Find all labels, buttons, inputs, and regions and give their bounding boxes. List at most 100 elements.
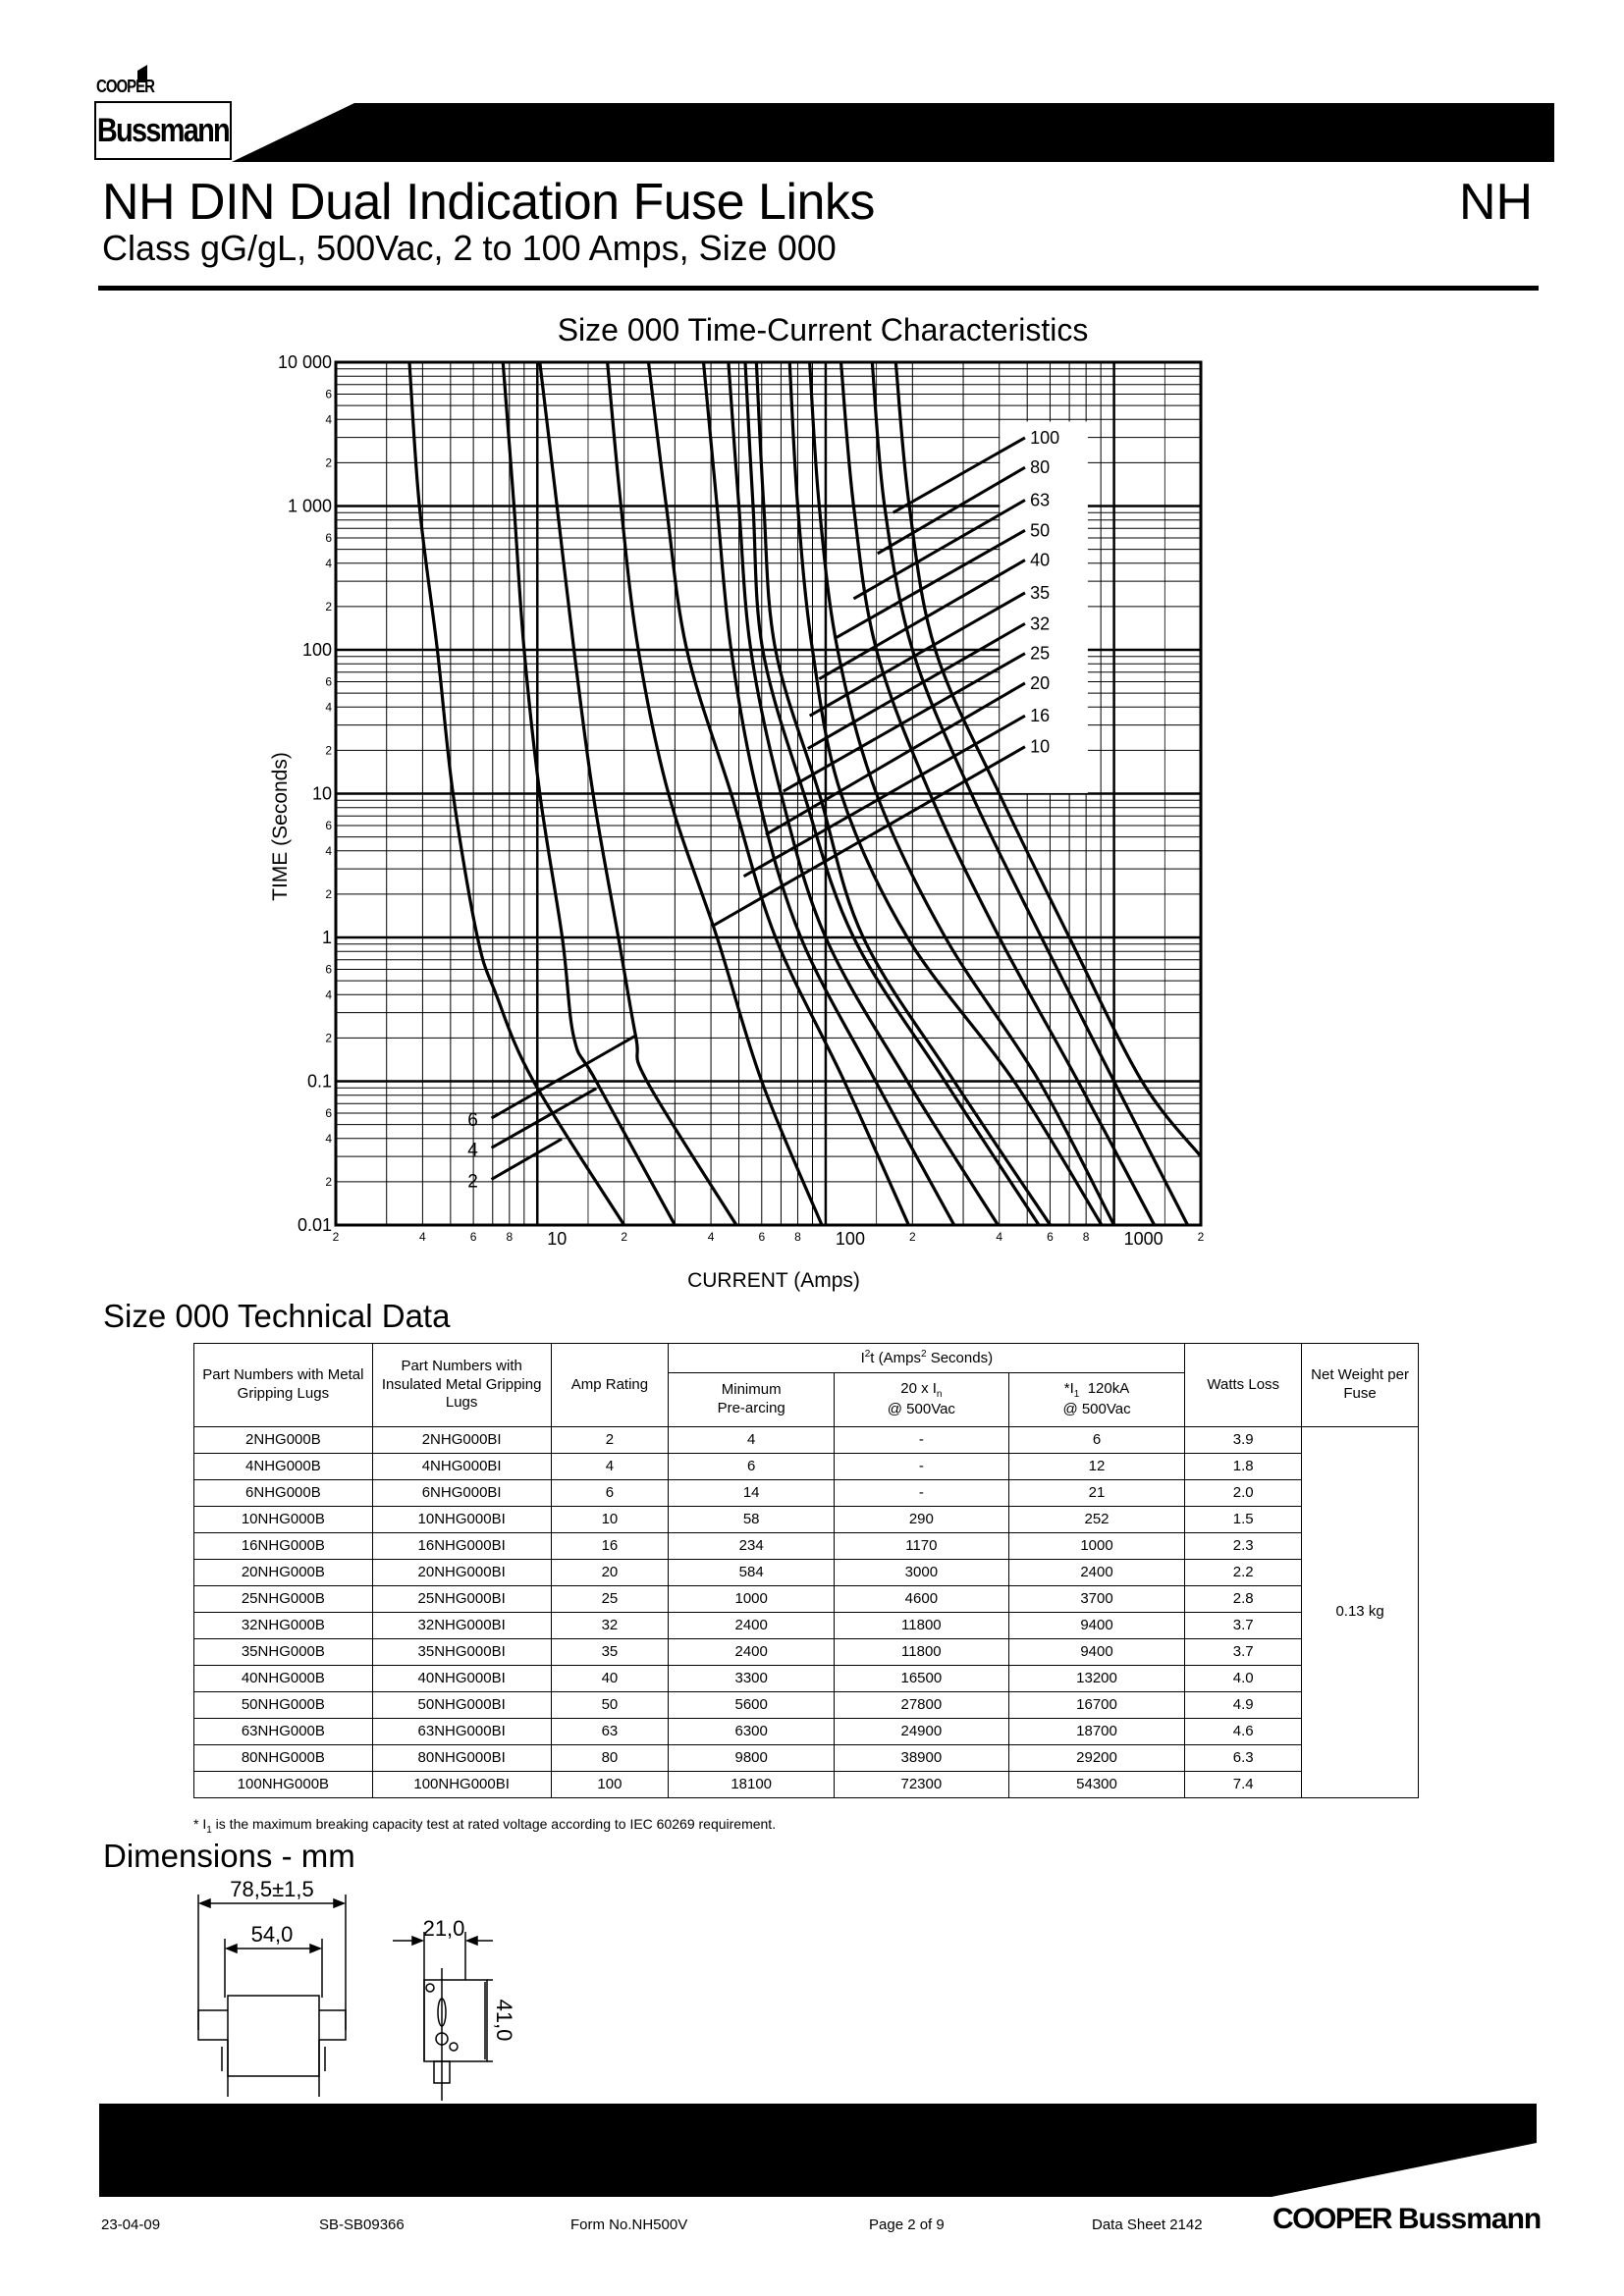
- table-row: 50NHG000B 50NHG000BI 50 5600 27800 16700 4.9: [193, 1691, 1419, 1719]
- cell-part-metal: 16NHG000B: [193, 1532, 373, 1560]
- footer-page: Page 2 of 9: [869, 2216, 945, 2233]
- cell-i2t-20xin: 11800: [834, 1638, 1009, 1666]
- footer-banner: [99, 2104, 1537, 2197]
- fuse-curve-4a: [501, 362, 677, 1225]
- x-tick-label: 1000: [1124, 1229, 1164, 1249]
- y-tick-label: 2: [325, 455, 332, 469]
- fuse-curve-25a: [727, 362, 1000, 1225]
- cell-amp-rating: 6: [550, 1479, 670, 1507]
- cell-watts-loss: 2.2: [1184, 1559, 1303, 1586]
- cell-i2t-i1: 1000: [1007, 1532, 1186, 1560]
- cell-part-metal: 35NHG000B: [193, 1638, 373, 1666]
- cell-part-insulated: 50NHG000BI: [371, 1691, 552, 1719]
- cell-part-insulated: 20NHG000BI: [371, 1559, 552, 1586]
- cell-i2t-20xin: 27800: [834, 1691, 1009, 1719]
- fuse-curve-10a: [606, 362, 824, 1225]
- fuse-curve-20a: [701, 362, 956, 1225]
- x-tick-label: 4: [996, 1230, 1002, 1244]
- cell-part-insulated: 100NHG000BI: [371, 1771, 552, 1798]
- fuse-curve-100a: [893, 362, 1201, 1158]
- bussmann-logo: Bussmann: [94, 101, 232, 160]
- cell-i2t-i1: 21: [1007, 1479, 1186, 1507]
- cell-min-prearcing: 3300: [668, 1665, 836, 1692]
- footer-datasheet: Data Sheet 2142: [1092, 2216, 1203, 2233]
- cell-min-prearcing: 14: [668, 1479, 836, 1507]
- y-tick-label: 100: [302, 640, 332, 660]
- cell-part-metal: 2NHG000B: [193, 1426, 373, 1454]
- cell-i2t-i1: 252: [1007, 1506, 1186, 1533]
- footer-date: 23-04-09: [101, 2216, 161, 2233]
- header-amp-rating: Amp Rating: [550, 1343, 670, 1427]
- curve-leader-35a: [808, 591, 1026, 718]
- y-tick-label: 4: [325, 988, 332, 1001]
- cell-part-metal: 10NHG000B: [193, 1506, 373, 1533]
- x-tick-label: 6: [758, 1230, 765, 1244]
- x-tick-label: 8: [794, 1230, 801, 1244]
- header-i2t: I2t (Amps2 Seconds): [668, 1343, 1186, 1373]
- x-tick-label: 4: [419, 1230, 426, 1244]
- y-tick-label: 4: [325, 844, 332, 858]
- cell-part-insulated: 32NHG000BI: [371, 1612, 552, 1639]
- table-row: 16NHG000B 16NHG000BI 16 234 1170 1000 2.3: [193, 1532, 1419, 1560]
- cell-part-insulated: 6NHG000BI: [371, 1479, 552, 1507]
- table-row: 35NHG000B 35NHG000BI 35 2400 11800 9400 3.7: [193, 1638, 1419, 1666]
- footer-ref: SB-SB09366: [319, 2216, 405, 2233]
- cell-amp-rating: 16: [550, 1532, 670, 1560]
- curve-label-6a: 6: [467, 1110, 478, 1131]
- cell-watts-loss: 2.3: [1184, 1532, 1303, 1560]
- cell-i2t-i1: 3700: [1007, 1585, 1186, 1613]
- curve-label-25a: 25: [1030, 644, 1050, 664]
- cell-amp-rating: 20: [550, 1559, 670, 1586]
- cell-min-prearcing: 6300: [668, 1718, 836, 1745]
- cell-i2t-20xin: 24900: [834, 1718, 1009, 1745]
- table-row: 2NHG000B 2NHG000BI 2 4-6 3.9 0.13 kg: [193, 1426, 1419, 1798]
- page-subtitle: Class gG/gL, 500Vac, 2 to 100 Amps, Size…: [102, 228, 837, 268]
- cell-i2t-20xin: 1170: [834, 1532, 1009, 1560]
- x-tick-label: 8: [1083, 1230, 1090, 1244]
- cell-part-metal: 63NHG000B: [193, 1718, 373, 1745]
- cell-part-insulated: 35NHG000BI: [371, 1638, 552, 1666]
- cell-i2t-20xin: 3000: [834, 1559, 1009, 1586]
- cell-watts-loss: 1.8: [1184, 1453, 1303, 1480]
- fuse-curve-80a: [870, 362, 1189, 1225]
- cell-i2t-20xin: 72300: [834, 1771, 1009, 1798]
- curve-label-2a: 2: [467, 1171, 478, 1192]
- plot-frame: [334, 360, 1203, 1227]
- cell-min-prearcing: 4: [668, 1426, 836, 1454]
- curve-label-area: [1000, 421, 1088, 793]
- curve-label-100a: 100: [1030, 428, 1059, 448]
- table-row: 25NHG000B 25NHG000BI 25 1000 4600 3700 2.8: [193, 1585, 1419, 1613]
- curve-leader-50a: [836, 529, 1026, 639]
- cell-amp-rating: 63: [550, 1718, 670, 1745]
- cell-min-prearcing: 5600: [668, 1691, 836, 1719]
- fuse-curve-35a: [754, 362, 1052, 1225]
- cell-min-prearcing: 584: [668, 1559, 836, 1586]
- cell-amp-rating: 100: [550, 1771, 670, 1798]
- page-title: NH DIN Dual Indication Fuse Links: [102, 174, 875, 231]
- header-min-prearcing: Minimum Pre-arcing: [668, 1372, 836, 1427]
- curve-label-50a: 50: [1030, 520, 1050, 540]
- y-tick-label: 2: [325, 887, 332, 901]
- y-tick-label: 6: [325, 388, 332, 401]
- cell-i2t-i1: 54300: [1007, 1771, 1186, 1798]
- dimension-drawing: 78,5±1,5 54,0 21,0 41,0: [197, 1877, 516, 2101]
- cell-i2t-20xin: 290: [834, 1506, 1009, 1533]
- header-divider: [98, 286, 1539, 291]
- x-tick-label: 2: [333, 1230, 340, 1244]
- cell-i2t-20xin: 11800: [834, 1612, 1009, 1639]
- dim-body-length: 54,0: [251, 1922, 294, 1947]
- cell-i2t-20xin: -: [834, 1479, 1009, 1507]
- curve-label-40a: 40: [1030, 551, 1050, 570]
- cell-part-insulated: 10NHG000BI: [371, 1506, 552, 1533]
- cell-part-insulated: 40NHG000BI: [371, 1665, 552, 1692]
- fuse-curve-50a: [808, 362, 1116, 1225]
- x-tick-label: 2: [1198, 1230, 1205, 1244]
- cell-amp-rating: 4: [550, 1453, 670, 1480]
- table-row: 4NHG000B 4NHG000BI 4 6-12 1.8: [193, 1453, 1419, 1480]
- tech-data-heading: Size 000 Technical Data: [103, 1298, 451, 1334]
- header-banner: [137, 65, 1554, 162]
- footer-form: Form No.NH500V: [570, 2216, 688, 2233]
- cell-part-metal: 20NHG000B: [193, 1559, 373, 1586]
- cell-min-prearcing: 6: [668, 1453, 836, 1480]
- header-part-metal: Part Numbers with Metal Gripping Lugs: [193, 1343, 373, 1427]
